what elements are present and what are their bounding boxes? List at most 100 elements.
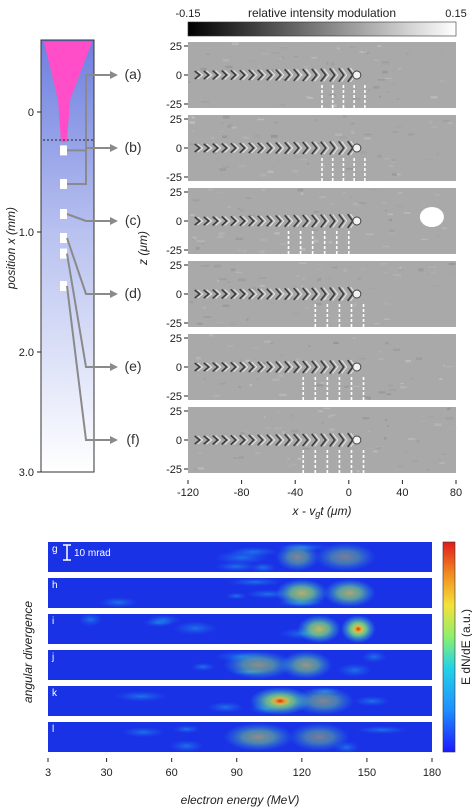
noise-speck <box>362 417 370 420</box>
noise-speck <box>300 159 307 161</box>
spectrum-panel-label: h <box>52 580 58 591</box>
noise-speck <box>431 126 439 128</box>
spectrum-panel-label: g <box>52 544 58 555</box>
noise-speck <box>311 56 317 59</box>
wake-chevron <box>203 435 210 445</box>
noise-speck <box>333 341 339 345</box>
noise-speck <box>279 47 288 49</box>
noise-speck <box>384 91 390 94</box>
spectrum-feature <box>275 579 328 607</box>
noise-speck <box>349 45 356 48</box>
spectrum-colorbar: E dN/dE (a.u.) <box>442 541 472 753</box>
noise-speck <box>257 118 265 121</box>
colorbar-min-label: -0.15 <box>175 8 200 20</box>
noise-speck <box>281 293 287 297</box>
noise-speck <box>438 53 443 57</box>
noise-speck <box>384 77 393 79</box>
noise-speck <box>352 303 357 307</box>
wake-chevron-light <box>332 287 339 301</box>
modulation-panel: 25 0 -25 <box>166 333 456 403</box>
noise-speck <box>373 85 380 89</box>
noise-speck <box>289 463 297 466</box>
noise-speck <box>411 460 419 462</box>
noise-speck <box>246 318 249 321</box>
noise-speck <box>350 122 355 125</box>
noise-speck <box>337 369 341 372</box>
wake-chevron <box>275 360 282 374</box>
noise-speck <box>231 126 238 129</box>
wake-chevron-light <box>305 68 312 82</box>
spectrum-panel-label: j <box>51 652 54 663</box>
noise-speck <box>294 56 299 58</box>
wake-chevron-light <box>314 68 321 82</box>
wake-chevron <box>248 361 255 373</box>
wake-chevron-light <box>296 360 303 374</box>
spectrum-wisp <box>114 690 168 702</box>
wake-chevron-light <box>251 361 258 373</box>
noise-speck <box>346 297 349 300</box>
x-tick-label: 40 <box>396 487 408 499</box>
wake-chevron-light <box>305 360 312 374</box>
wake-chevron-light <box>197 289 204 299</box>
noise-speck <box>226 125 231 128</box>
wake-chevron-light <box>296 214 303 228</box>
wake-chevron-light <box>224 289 231 299</box>
noise-speck <box>448 262 456 265</box>
position-axis: 0 1.0 2.0 3.0 <box>19 107 41 479</box>
wake-chevron <box>284 433 291 447</box>
noise-speck <box>384 302 390 306</box>
noise-speck <box>252 346 259 349</box>
wake-chevron-light <box>341 360 348 374</box>
noise-speck <box>405 271 414 275</box>
noise-speck <box>274 232 280 235</box>
z-tick-label: -25 <box>166 99 182 111</box>
noise-speck <box>230 323 236 326</box>
wake-chevron <box>275 287 282 301</box>
wake-chevron-light <box>323 360 330 374</box>
noise-speck <box>336 47 340 50</box>
noise-speck <box>270 342 273 344</box>
x-tick-label: 80 <box>450 487 462 499</box>
wake-chevron <box>329 213 336 229</box>
noise-speck <box>316 279 319 282</box>
spectrum-wisp <box>121 727 165 738</box>
noise-speck <box>381 61 390 64</box>
spectrum-wisp <box>228 546 279 557</box>
noise-speck <box>218 151 224 154</box>
noise-speck <box>382 201 386 204</box>
x-tick-label: -40 <box>287 487 303 499</box>
modulation-panel: 25 0 -25 <box>166 41 456 111</box>
panel-background <box>188 115 456 181</box>
wake-chevron <box>221 361 228 373</box>
top-x-axis: -120 -80 -40 0 40 80 <box>177 480 462 499</box>
wake-chevron-light <box>242 361 249 373</box>
noise-speck <box>381 63 390 66</box>
noise-speck <box>351 131 356 133</box>
wake-chevron-light <box>206 435 213 445</box>
wake-chevron <box>266 142 273 154</box>
noise-speck <box>276 409 280 413</box>
wake-chevron-light <box>251 69 258 81</box>
z-tick-label: 25 <box>170 260 182 272</box>
noise-speck <box>207 103 214 106</box>
noise-speck <box>235 237 243 240</box>
bubble-head <box>352 70 362 80</box>
wake-chevron-light <box>260 288 267 300</box>
bubble-head <box>352 435 362 445</box>
z-tick-label: -25 <box>166 464 182 476</box>
noise-speck <box>397 173 401 176</box>
wake-chevron <box>320 141 327 155</box>
wake-chevron-light <box>260 142 267 154</box>
noise-speck <box>212 152 217 155</box>
noise-speck <box>263 340 272 343</box>
wake-chevron-light <box>323 68 330 82</box>
noise-speck <box>203 306 206 309</box>
wake-chevron-light <box>332 141 339 155</box>
noise-speck <box>222 304 230 307</box>
wake-chevron <box>266 434 273 446</box>
noise-speck <box>197 66 201 69</box>
noise-speck <box>401 273 405 276</box>
wake-chevron <box>266 215 273 227</box>
noise-speck <box>293 367 296 371</box>
wake-chevron-light <box>260 215 267 227</box>
